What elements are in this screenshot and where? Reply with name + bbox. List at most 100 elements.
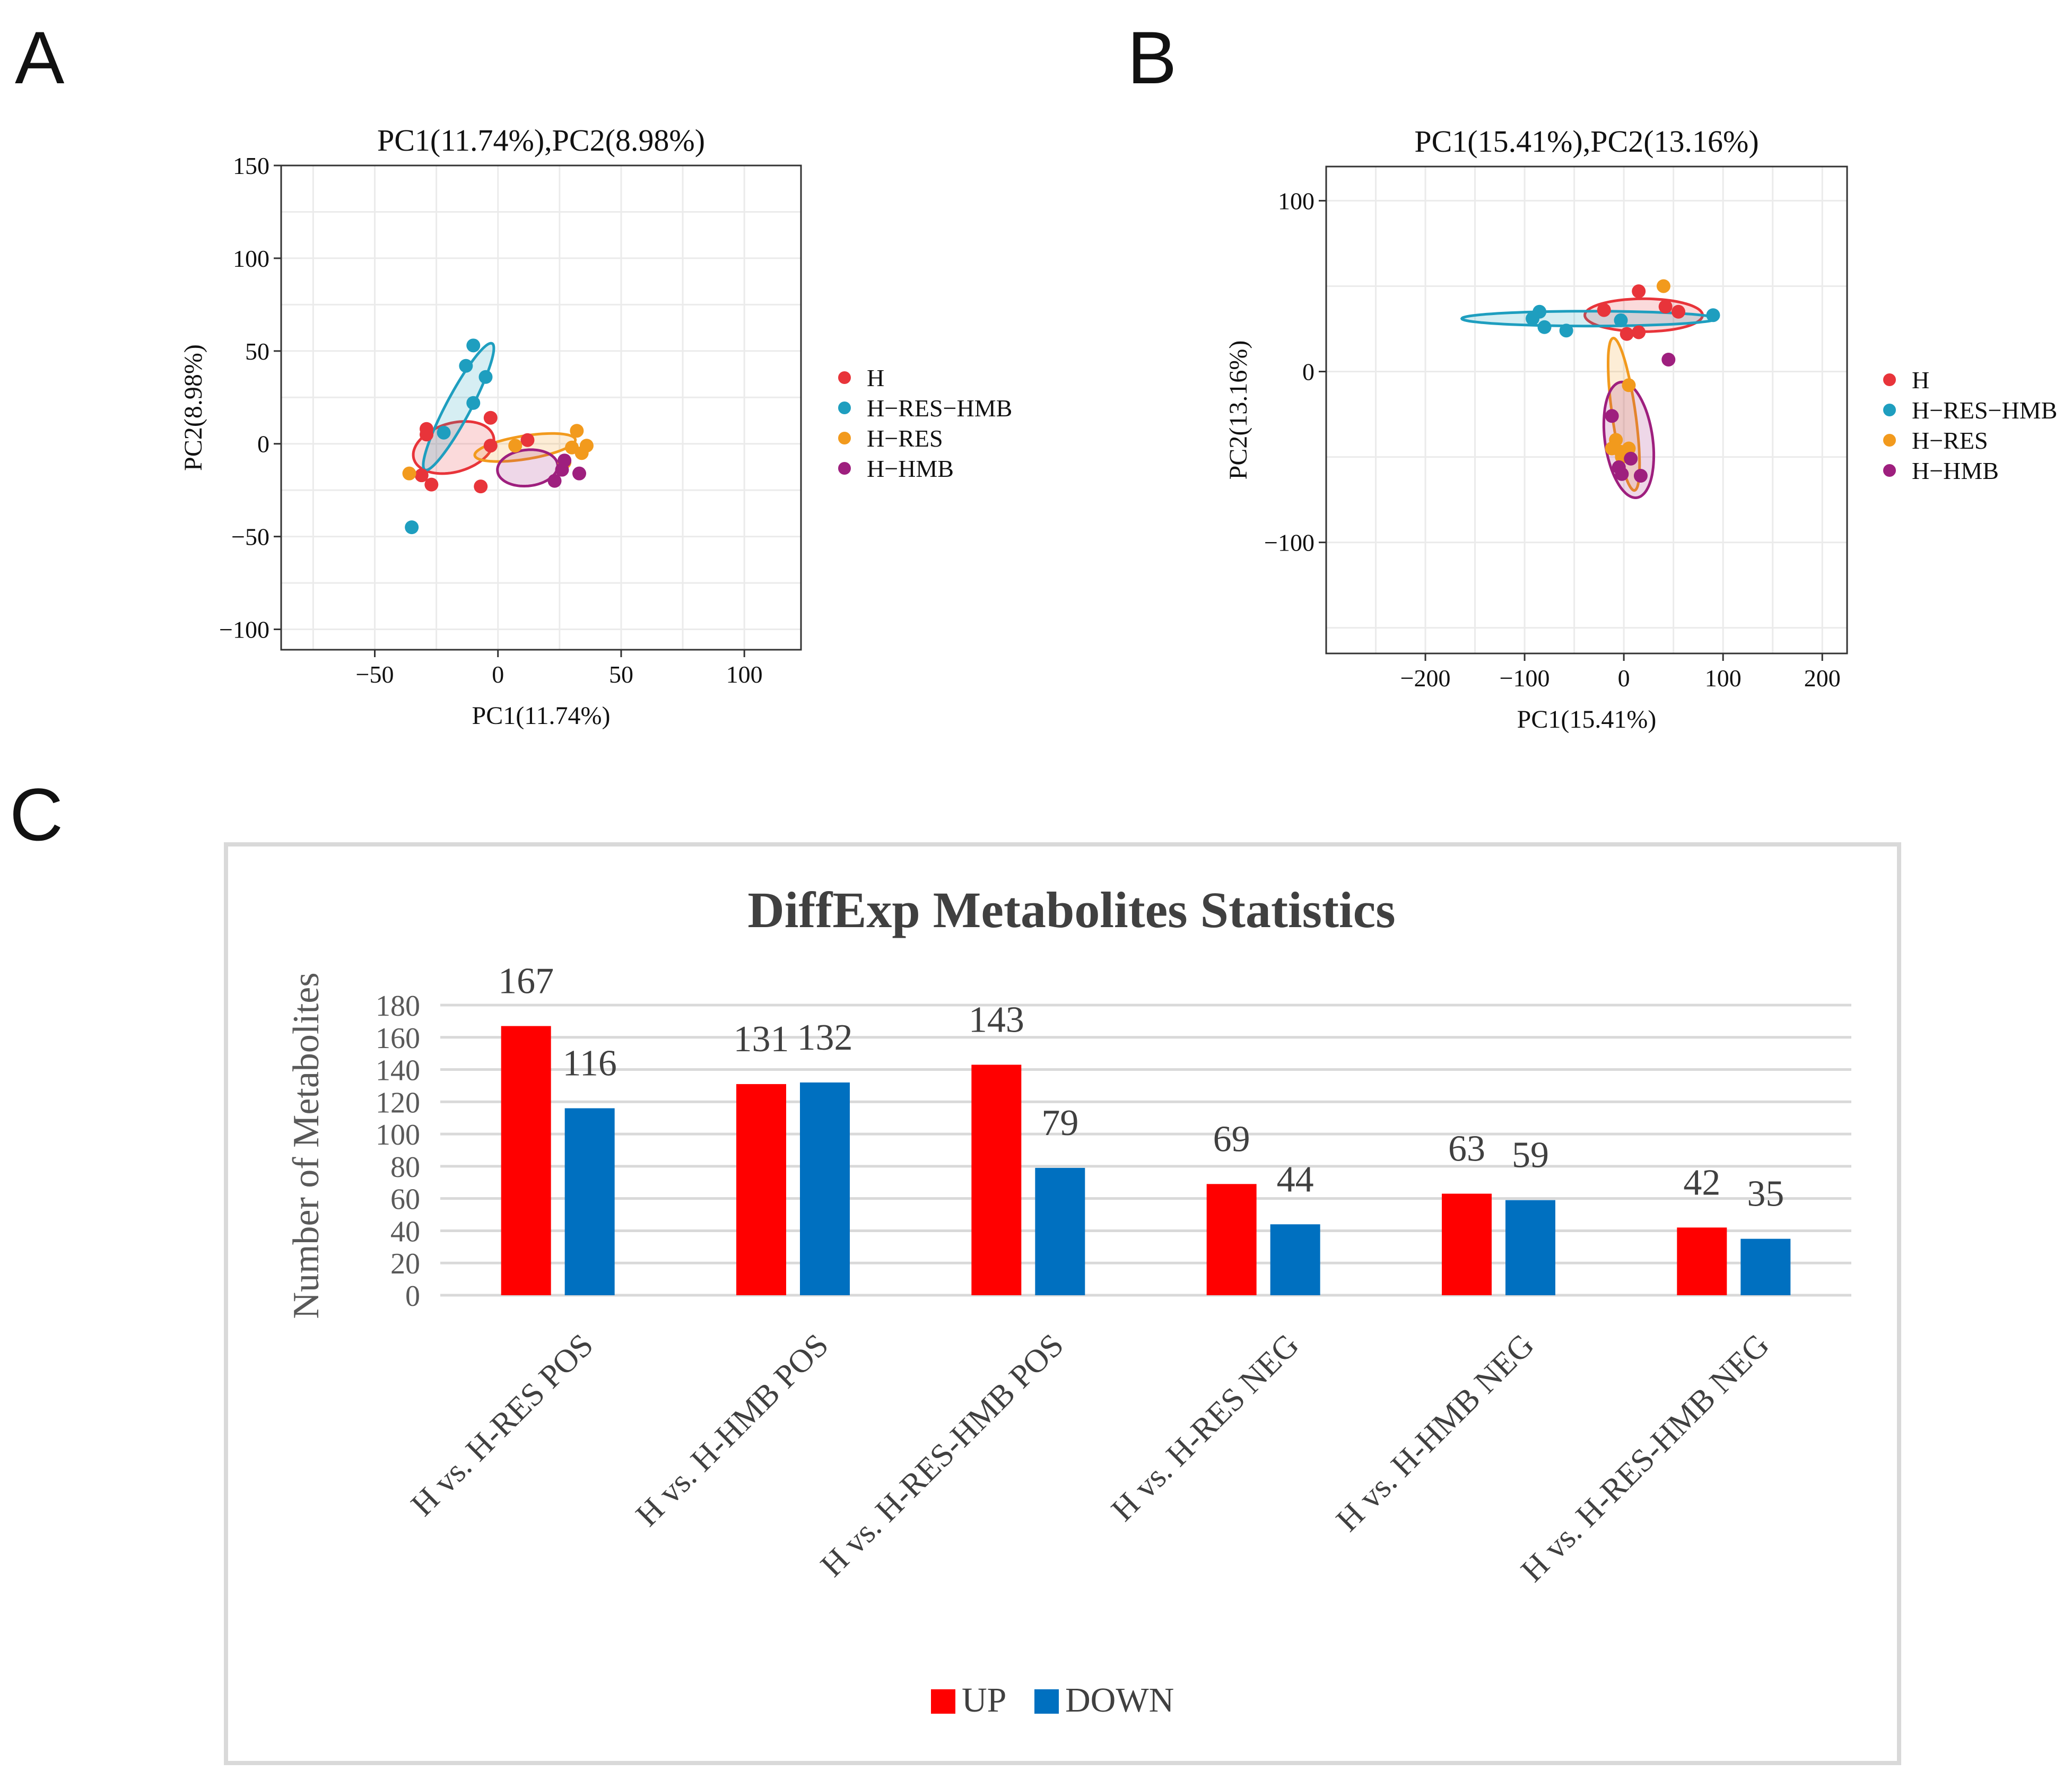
- legend-label: H−RES−HMB: [1912, 397, 2057, 424]
- legend-swatch: [838, 462, 851, 475]
- legend-label: H: [1912, 367, 1929, 394]
- scatter-point: [402, 466, 416, 481]
- confidence-ellipse-1: [1460, 310, 1718, 328]
- data-label: 167: [498, 961, 554, 1002]
- legend-label: H−HMB: [867, 455, 954, 482]
- panel-label-c: C: [10, 773, 64, 856]
- legend-swatch: [1034, 1689, 1059, 1714]
- chart-title: PC1(15.41%),PC2(13.16%): [1414, 124, 1758, 159]
- scatter-point: [1597, 303, 1611, 317]
- plot-frame: [280, 164, 802, 651]
- scatter-point: [424, 477, 439, 492]
- y-axis-label: PC2(8.98%): [179, 344, 207, 471]
- bar-up: [1442, 1193, 1492, 1295]
- pca-plot-b: −200 −100 0 100 200 −100 0 100 PC1(15.41%),PC2(1…: [1224, 124, 2057, 734]
- scatter-point: [1533, 304, 1547, 319]
- y-tick-label: 100: [233, 245, 269, 272]
- scatter-point: [1633, 469, 1648, 483]
- data-label: 79: [1041, 1103, 1078, 1144]
- legend-swatch: [1883, 464, 1896, 477]
- bar-down: [1740, 1238, 1791, 1295]
- x-axis-label: PC1(11.74%): [472, 702, 611, 730]
- legend-swatch: [931, 1689, 955, 1714]
- y-tick-label: 140: [376, 1054, 420, 1087]
- scatter-point: [478, 370, 493, 384]
- data-label: 63: [1448, 1129, 1485, 1170]
- x-tick-label: −200: [1400, 665, 1451, 692]
- legend-swatch: [838, 432, 851, 444]
- scatter-point: [1658, 300, 1673, 314]
- legend-label: H−RES: [1912, 427, 1988, 454]
- scatter-point: [1537, 320, 1552, 334]
- scatter-point: [414, 468, 429, 483]
- y-tick-label: 100: [376, 1119, 420, 1151]
- y-tick-label: 20: [390, 1247, 420, 1280]
- scatter-point: [405, 520, 419, 535]
- y-tick-label: 60: [390, 1183, 420, 1216]
- scatter-point: [1632, 325, 1646, 339]
- scatter-point: [547, 474, 562, 488]
- data-label: 116: [562, 1043, 616, 1084]
- scatter-point: [558, 453, 572, 468]
- scatter-point: [1706, 308, 1720, 322]
- scatter-point: [1656, 279, 1670, 293]
- panel-label-b: B: [1127, 16, 1177, 99]
- x-axis-label: PC1(15.41%): [1517, 705, 1657, 734]
- data-label: 42: [1683, 1162, 1720, 1203]
- plot-frame: [1325, 165, 1848, 655]
- scatter-point: [459, 359, 473, 373]
- y-tick-label: 120: [376, 1086, 420, 1119]
- scatter-point: [570, 424, 584, 438]
- bar-up: [1206, 1184, 1257, 1295]
- category-label: H vs. H-RES POS: [404, 1327, 600, 1523]
- scatter-point: [1614, 313, 1628, 327]
- scatter-point: [1615, 467, 1629, 481]
- category-label: H vs. H-RES-HMB NEG: [1514, 1327, 1776, 1589]
- scatter-point: [1605, 409, 1619, 423]
- data-label: 69: [1213, 1119, 1250, 1159]
- legend-label: H−RES−HMB: [867, 395, 1012, 422]
- data-label: 143: [969, 999, 1024, 1040]
- scatter-point: [572, 466, 586, 481]
- scatter-point: [520, 433, 535, 447]
- bar-chart-frame: [224, 842, 1901, 1765]
- legend-label: H−HMB: [1912, 457, 1999, 484]
- y-tick-label: 150: [233, 152, 269, 179]
- bar-up: [1677, 1227, 1727, 1295]
- x-tick-label: 0: [1618, 665, 1630, 692]
- bar-up: [501, 1026, 551, 1295]
- bar-up: [736, 1084, 786, 1295]
- x-tick-label: −50: [356, 661, 394, 688]
- category-label: H vs. H-RES-HMB POS: [814, 1327, 1070, 1584]
- x-tick-label: 0: [492, 661, 504, 688]
- scatter-point: [1620, 327, 1634, 341]
- scatter-point: [1632, 284, 1646, 299]
- legend-swatch: [838, 371, 851, 384]
- legend-label: H−RES: [867, 425, 943, 452]
- category-label: H vs. H-HMB POS: [629, 1327, 835, 1533]
- x-tick-label: 200: [1804, 665, 1841, 692]
- y-axis-label: Number of Metabolites: [286, 972, 327, 1319]
- bar-up: [971, 1064, 1022, 1295]
- y-tick-label: 0: [257, 431, 269, 458]
- data-label: 59: [1512, 1135, 1549, 1176]
- plot-area: [281, 165, 801, 650]
- scatter-point: [1622, 378, 1636, 392]
- scatter-point: [437, 425, 451, 440]
- confidence-ellipse-0: [412, 420, 495, 475]
- y-tick-label: 160: [376, 1022, 420, 1055]
- x-tick-label: −100: [1500, 665, 1550, 692]
- legend-swatch: [1883, 404, 1896, 416]
- scatter-point: [508, 439, 523, 453]
- y-tick-label: 100: [1278, 187, 1314, 214]
- confidence-ellipse-3: [496, 448, 559, 488]
- y-tick-label: −100: [1264, 529, 1314, 556]
- category-label: H vs. H-HMB NEG: [1329, 1327, 1541, 1539]
- y-tick-label: 0: [405, 1280, 420, 1313]
- data-label: 131: [734, 1019, 789, 1060]
- y-axis-label: PC2(13.16%): [1224, 341, 1252, 480]
- pca-plot-a: −50 0 50 100 −100 −50 0 50 100 150 PC1(11.74%),PC2…: [179, 123, 1012, 730]
- scatter-point: [1671, 304, 1686, 319]
- bar-down: [1505, 1200, 1555, 1295]
- y-tick-label: 40: [390, 1215, 420, 1248]
